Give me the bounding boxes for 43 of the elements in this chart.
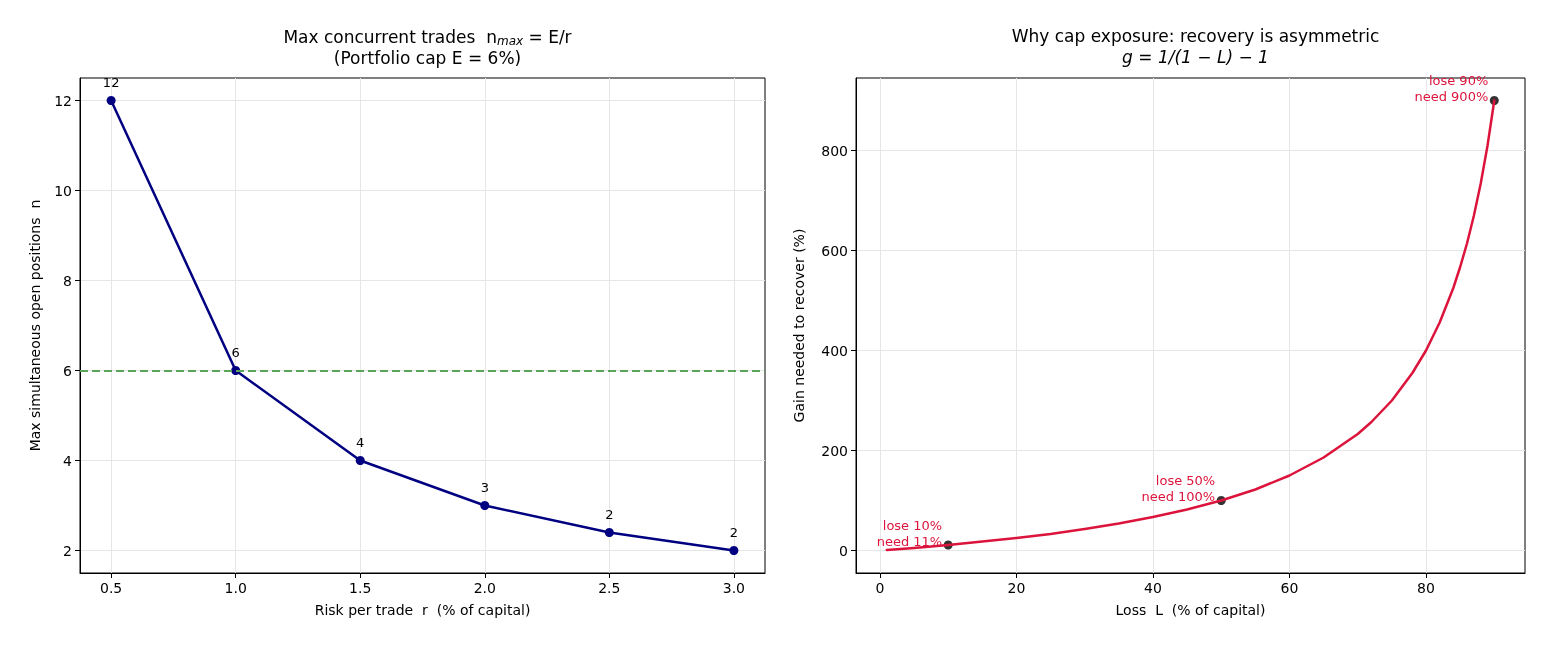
annotation: lose 90% need 900% xyxy=(1414,73,1489,104)
y-tick-label: 400 xyxy=(821,342,848,359)
x-tick-label: 1.0 xyxy=(224,580,247,596)
data-label: 2 xyxy=(605,507,614,522)
point xyxy=(106,96,116,105)
data-label: 4 xyxy=(356,435,365,450)
y-tick-label: 4 xyxy=(63,452,73,469)
data-label: 12 xyxy=(102,75,120,90)
y-tick-label: 0 xyxy=(839,542,848,559)
y-tick-label: 12 xyxy=(54,92,72,109)
x-tick-label: 1.5 xyxy=(349,580,372,596)
y-axis-title: Max simultaneous open positions n xyxy=(27,199,43,452)
y-tick-label: 800 xyxy=(821,142,848,159)
x-tick-label: 2.5 xyxy=(598,580,621,596)
y-tick-label: 2 xyxy=(63,542,72,559)
y-tick-label: 600 xyxy=(821,242,848,259)
point xyxy=(355,456,365,465)
point xyxy=(729,546,739,555)
x-tick-label: 0 xyxy=(875,580,885,596)
x-tick-label: 2.0 xyxy=(473,580,496,596)
x-axis-title: Risk per trade r (% of capital) xyxy=(314,602,531,618)
data-label: 3 xyxy=(480,480,489,495)
x-tick-label: 60 xyxy=(1280,580,1299,596)
y-tick-label: 10 xyxy=(54,182,72,199)
x-tick-label: 3.0 xyxy=(722,580,745,596)
chart-subtitle: (Portfolio cap E = 6%) xyxy=(333,48,522,68)
point xyxy=(480,501,490,510)
annotation: lose 10% need 11% xyxy=(876,517,943,549)
y-tick-label: 6 xyxy=(63,362,73,379)
annotation: lose 50% need 100% xyxy=(1141,473,1216,504)
y-axis-title: Gain needed to recover (%) xyxy=(791,228,807,423)
chart-title: Why cap exposure: recovery is asymmetric xyxy=(1011,25,1380,46)
x-tick-label: 20 xyxy=(1007,580,1026,596)
data-label: 6 xyxy=(231,345,240,360)
x-tick-label: 0.5 xyxy=(100,580,123,596)
point xyxy=(604,528,614,537)
y-tick-label: 200 xyxy=(821,442,848,459)
x-axis-title: Loss L (% of capital) xyxy=(1115,602,1266,618)
data-label: 2 xyxy=(729,525,738,540)
x-tick-label: 40 xyxy=(1144,580,1162,596)
x-tick-label: 80 xyxy=(1417,580,1435,596)
chart-subtitle: g = 1/(1 − L) − 1 xyxy=(1122,46,1269,67)
y-tick-label: 8 xyxy=(63,272,72,289)
